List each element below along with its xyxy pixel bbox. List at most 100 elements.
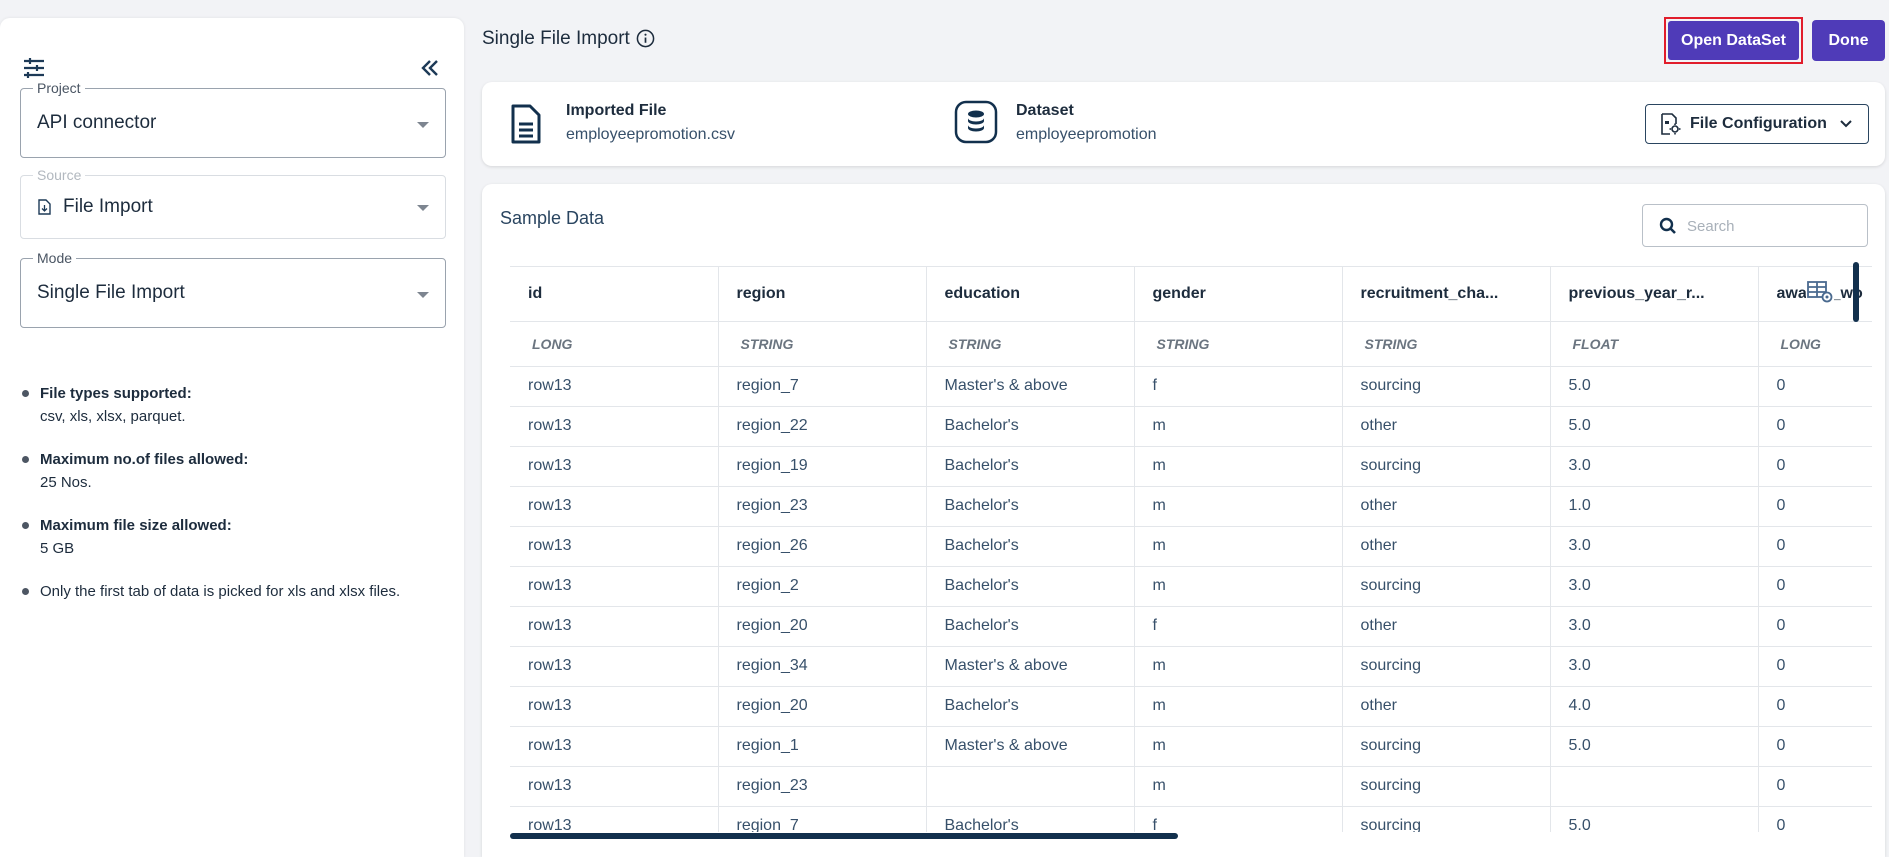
info-text: csv, xls, xlsx, parquet. (40, 408, 186, 425)
database-icon (954, 100, 998, 144)
table-row[interactable]: row13 region_34 Master's & above m sourcing 3… (510, 646, 1872, 687)
info-icon[interactable] (636, 29, 655, 48)
file-summary-card: Imported File employeepromotion.csv Data… (482, 82, 1885, 166)
table-cell: row13 (510, 646, 719, 687)
info-text: Only the first tab of data is picked for… (40, 583, 401, 600)
table-cell: 0 (1758, 726, 1872, 767)
table-cell: region_34 (718, 646, 927, 687)
table-cell: row13 (510, 766, 719, 807)
table-cell: 3.0 (1550, 446, 1759, 487)
table-cell: region_7 (718, 806, 927, 832)
header-row: id region education gender recruitment_c… (510, 267, 1872, 322)
table-cell: row13 (510, 726, 719, 767)
info-text: 5 GB (40, 540, 75, 557)
table-cell: 3.0 (1550, 606, 1759, 647)
table-cell: region_20 (718, 606, 927, 647)
table-cell: row13 (510, 366, 719, 407)
table-cell: region_2 (718, 566, 927, 607)
table-row[interactable]: row13 region_20 Bachelor's f other 3.0 0 (510, 606, 1872, 647)
project-select[interactable]: Project API connector (20, 80, 446, 158)
table-cell: f (1134, 606, 1343, 647)
open-dataset-button[interactable]: Open DataSet (1664, 17, 1803, 64)
page-title: Single File Import (482, 28, 630, 49)
column-type: STRING (926, 321, 1135, 367)
table-cell: row13 (510, 606, 719, 647)
info-item: Only the first tab of data is picked for… (20, 580, 440, 603)
table-cell: 0 (1758, 366, 1872, 407)
file-configuration-button[interactable]: File Configuration (1645, 104, 1869, 144)
column-header[interactable]: education (926, 267, 1135, 322)
search-field[interactable] (1642, 204, 1868, 247)
horizontal-scrollbar[interactable] (510, 833, 1178, 839)
table-cell: 0 (1758, 566, 1872, 607)
column-header[interactable]: recruitment_cha... (1342, 267, 1551, 322)
table-cell: region_22 (718, 406, 927, 447)
search-icon (1659, 217, 1676, 234)
table-cell: sourcing (1342, 366, 1551, 407)
table-cell: Bachelor's (926, 566, 1135, 607)
sample-data-table-container[interactable]: id region education gender recruitment_c… (510, 266, 1872, 832)
table-row[interactable]: row13 region_7 Master's & above f sourcing 5.… (510, 366, 1872, 407)
vertical-scrollbar[interactable] (1853, 262, 1859, 322)
mode-select[interactable]: Mode Single File Import (20, 250, 446, 328)
info-item: Maximum no.of files allowed: 25 Nos. (20, 448, 440, 494)
mode-label: Mode (33, 250, 77, 266)
table-cell: 4.0 (1550, 686, 1759, 727)
search-input[interactable] (1687, 215, 1857, 237)
table-row[interactable]: row13 region_23 Bachelor's m other 1.0 0 (510, 486, 1872, 527)
table-cell: Master's & above (926, 726, 1135, 767)
source-label: Source (33, 167, 86, 183)
table-cell: region_1 (718, 726, 927, 767)
table-cell: other (1342, 406, 1551, 447)
table-cell: region_23 (718, 486, 927, 527)
table-cell: region_26 (718, 526, 927, 567)
table-cell: row13 (510, 686, 719, 727)
column-type: LONG (1758, 321, 1872, 367)
table-row[interactable]: row13 region_23 m sourcing 0 (510, 766, 1872, 807)
table-row[interactable]: row13 region_2 Bachelor's m sourcing 3.0 0 (510, 566, 1872, 607)
table-row[interactable]: row13 region_22 Bachelor's m other 5.0 0 (510, 406, 1872, 447)
column-header[interactable]: previous_year_r... (1550, 267, 1759, 322)
done-button[interactable]: Done (1812, 20, 1885, 61)
table-row[interactable]: row13 region_19 Bachelor's m sourcing 3.0 0 (510, 446, 1872, 487)
table-cell: m (1134, 486, 1343, 527)
table-cell: row13 (510, 806, 719, 832)
table-row[interactable]: row13 region_1 Master's & above m sourcing 5.… (510, 726, 1872, 767)
sample-data-title: Sample Data (500, 208, 605, 228)
source-select: Source File Import (20, 167, 446, 239)
table-cell: 0 (1758, 406, 1872, 447)
column-header[interactable]: id (510, 267, 719, 322)
table-cell: 0 (1758, 766, 1872, 807)
table-cell: m (1134, 406, 1343, 447)
table-cell: row13 (510, 486, 719, 527)
column-type: FLOAT (1550, 321, 1759, 367)
table-cell: f (1134, 366, 1343, 407)
table-cell: m (1134, 686, 1343, 727)
table-cell: sourcing (1342, 766, 1551, 807)
table-cell: m (1134, 646, 1343, 687)
table-settings-icon[interactable] (1806, 280, 1834, 304)
table-row[interactable]: row13 region_26 Bachelor's m other 3.0 0 (510, 526, 1872, 567)
table-cell: Bachelor's (926, 486, 1135, 527)
filter-settings-icon[interactable] (22, 56, 46, 80)
table-cell: 5.0 (1550, 366, 1759, 407)
double-chevron-left-icon[interactable] (420, 58, 440, 78)
table-cell: sourcing (1342, 446, 1551, 487)
caret-down-icon (417, 205, 429, 211)
table-cell: Master's & above (926, 646, 1135, 687)
imported-file-label: Imported File (566, 102, 667, 119)
column-header[interactable]: region (718, 267, 927, 322)
table-cell: m (1134, 766, 1343, 807)
table-row[interactable]: row13 region_20 Bachelor's m other 4.0 0 (510, 686, 1872, 727)
table-cell: row13 (510, 566, 719, 607)
column-header[interactable]: gender (1134, 267, 1343, 322)
open-dataset-label: Open DataSet (1668, 21, 1799, 60)
table-cell: 3.0 (1550, 566, 1759, 607)
table-row[interactable]: row13 region_7 Bachelor's f sourcing 5.0 0 (510, 806, 1872, 832)
table-cell: 5.0 (1550, 806, 1759, 832)
caret-down-icon (417, 122, 429, 128)
table-cell: 1.0 (1550, 486, 1759, 527)
table-cell: Bachelor's (926, 446, 1135, 487)
table-cell: row13 (510, 406, 719, 447)
file-configuration-label: File Configuration (1690, 115, 1827, 132)
